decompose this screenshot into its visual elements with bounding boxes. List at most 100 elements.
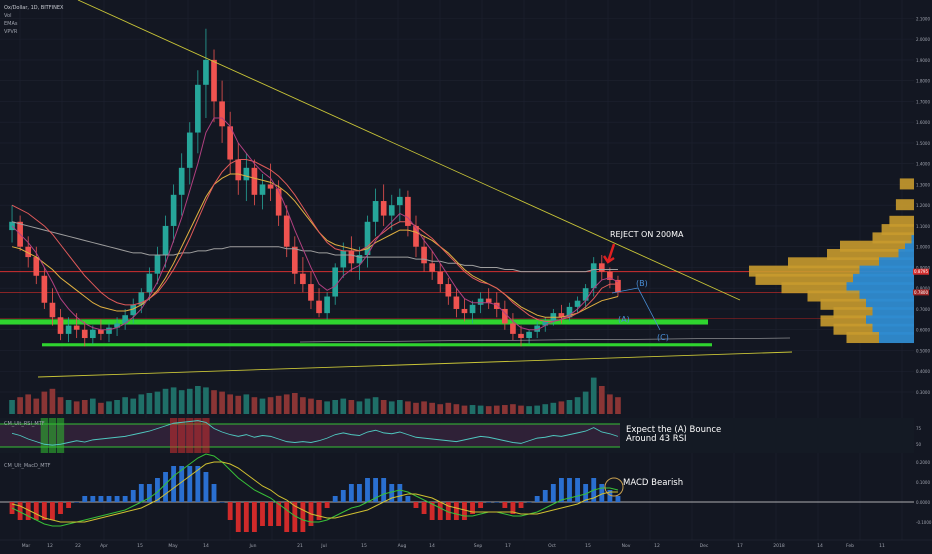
volume-bar xyxy=(57,397,64,414)
volume-bar xyxy=(9,400,15,414)
candle-body xyxy=(275,188,282,216)
rsi-extreme-marker xyxy=(178,418,186,453)
candle-body xyxy=(502,308,508,324)
volume-bar xyxy=(493,405,500,414)
upper-support-zone xyxy=(0,319,708,325)
volume-bar xyxy=(582,391,589,414)
macd-signal-line xyxy=(11,461,618,523)
price-axis-bg xyxy=(914,0,932,550)
projection-path xyxy=(611,287,661,331)
volume-bar xyxy=(405,401,411,414)
candle-body xyxy=(582,288,589,301)
volume-bar xyxy=(566,400,573,414)
macd-histogram-bar xyxy=(486,502,492,503)
vpvr-down-bar xyxy=(820,315,866,327)
volume-bar xyxy=(429,402,435,414)
volume-bar xyxy=(300,397,306,414)
wave-a-label: (A) xyxy=(618,315,630,324)
macd-histogram-bar xyxy=(33,502,39,520)
symbol-label: Ox/Dollar, 1D, BITFINEX xyxy=(4,5,64,11)
candle-body xyxy=(300,273,306,285)
candle-body xyxy=(598,263,605,272)
volume-bar xyxy=(461,405,468,414)
macd-histogram-bar xyxy=(340,490,346,502)
volume-bar xyxy=(259,398,266,414)
macd-histogram-bar xyxy=(575,478,580,502)
candle-body xyxy=(130,304,137,316)
volume-bar xyxy=(25,394,32,414)
candle-body xyxy=(445,284,452,297)
candle-body xyxy=(526,331,532,339)
volume-bar xyxy=(308,398,314,414)
candle-body xyxy=(219,101,225,127)
reject-annotation: REJECT ON 200MA xyxy=(610,230,684,239)
macd-histogram-bar xyxy=(268,502,273,526)
moving-average-line xyxy=(11,117,619,331)
time-tick-label: Jun xyxy=(248,543,256,549)
price-tick-label: 0.4000 xyxy=(916,369,930,374)
rsi-note-line2: Around 43 RSI xyxy=(626,434,687,444)
volume-bar xyxy=(316,400,322,414)
macd-histogram-bar xyxy=(550,484,556,502)
macd-histogram-bar xyxy=(373,478,379,502)
time-tick-label: Sep xyxy=(474,543,483,549)
candle-body xyxy=(429,263,435,272)
volume-bar xyxy=(33,398,40,414)
macd-histogram-bar xyxy=(462,502,467,520)
vpvr-down-bar xyxy=(820,298,866,310)
macd-histogram-bar xyxy=(17,502,23,520)
volume-bar xyxy=(598,386,605,414)
volume-bar xyxy=(558,401,565,414)
macd-histogram-bar xyxy=(50,502,55,520)
volume-bar xyxy=(372,397,379,414)
volume-bar xyxy=(203,387,209,414)
volume-bar xyxy=(397,400,403,414)
rsi-tick-label: 50 xyxy=(916,442,922,447)
vpvr-down-bar xyxy=(788,257,879,269)
macd-line xyxy=(11,453,619,527)
volume-bar xyxy=(502,405,508,414)
vpvr-down-bar xyxy=(755,273,853,285)
red-line-price-badge xyxy=(913,289,929,296)
indicator-vol-label[interactable]: Vol xyxy=(4,13,11,19)
candle-body xyxy=(81,329,88,339)
macd-panel xyxy=(0,453,918,532)
macd-histogram-bar xyxy=(542,490,548,502)
volume-bar xyxy=(130,398,137,414)
volume-bar xyxy=(380,400,387,414)
vpvr-up-bar xyxy=(859,265,918,277)
macd-tick-label: -0.1000 xyxy=(916,520,932,525)
moving-average-line xyxy=(11,159,618,322)
candle-body xyxy=(178,167,185,195)
macd-note: MACD Bearish xyxy=(623,478,683,488)
candle-body xyxy=(348,250,355,264)
vpvr-up-bar xyxy=(866,315,918,327)
vpvr-down-bar xyxy=(899,178,916,190)
rsi-panel-label[interactable]: CM_Ult_RSI_MTF xyxy=(4,421,45,427)
time-tick-label: Mar xyxy=(22,543,31,549)
current-price-label: 0.8795 xyxy=(914,269,928,274)
candle-body xyxy=(607,271,613,280)
ascending-trendline xyxy=(37,351,793,378)
indicator-vpvr-label[interactable]: VPVR xyxy=(4,29,18,35)
rsi-band xyxy=(0,424,620,447)
wave-c-label: (C) xyxy=(657,333,669,342)
candle-body xyxy=(397,196,403,206)
macd-histogram-bar xyxy=(332,496,338,502)
indicator-emas-label[interactable]: EMAs xyxy=(4,21,18,27)
candle-body xyxy=(251,167,258,195)
candle-body xyxy=(162,225,169,256)
candle-body xyxy=(566,306,573,318)
candle-body xyxy=(493,302,500,309)
volume-bar xyxy=(73,401,80,414)
candle-body xyxy=(291,246,298,274)
vpvr-down-bar xyxy=(889,215,916,227)
macd-panel-label[interactable]: CM_Ult_MacD_MTF xyxy=(4,463,51,469)
volume-bar xyxy=(219,391,225,414)
macd-histogram-bar xyxy=(171,466,177,502)
candle-body xyxy=(203,59,209,85)
candle-body xyxy=(138,292,145,305)
candle-body xyxy=(590,263,597,289)
